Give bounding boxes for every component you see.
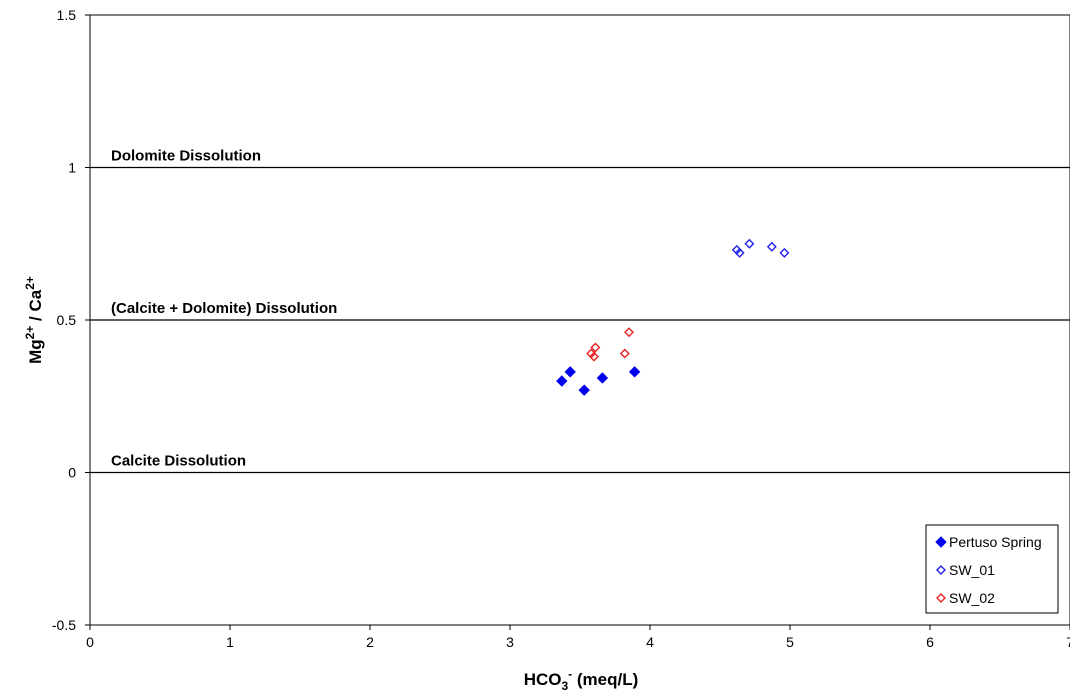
legend-marker <box>936 593 946 603</box>
x-tick-label: 7 <box>1066 634 1070 650</box>
data-point <box>589 351 599 362</box>
data-point <box>744 238 755 249</box>
y-axis-ticks: -0.5 0 0.5 1 1.5 <box>52 7 90 633</box>
data-point <box>766 241 777 252</box>
reference-line-label: Dolomite Dissolution <box>111 148 261 165</box>
y-tick-label: 0 <box>68 465 76 481</box>
legend-label: Pertuso Spring <box>949 534 1042 550</box>
data-point <box>578 384 590 396</box>
x-axis-title: HCO3- (meq/L) <box>524 667 639 692</box>
data-point <box>779 247 790 258</box>
data-point <box>734 247 745 258</box>
y-tick-label: 0.5 <box>57 312 77 328</box>
x-tick-label: 6 <box>926 634 934 650</box>
x-tick-label: 4 <box>646 634 654 650</box>
legend-label: SW_01 <box>949 562 995 578</box>
data-points <box>556 238 790 396</box>
reference-line-label: (Calcite + Dolomite) Dissolution <box>111 300 337 317</box>
legend-marker <box>936 565 946 575</box>
legend: Pertuso Spring SW_01 SW_02 <box>925 524 1059 614</box>
y-axis-title: Mg2+ / Ca2+ <box>23 276 45 364</box>
x-tick-label: 5 <box>786 634 794 650</box>
reference-line-label: Calcite Dissolution <box>111 453 246 470</box>
reference-lines: Dolomite Dissolution (Calcite + Dolomite)… <box>90 148 1070 474</box>
y-tick-label: 1 <box>68 160 76 176</box>
y-tick-label: -0.5 <box>52 617 76 633</box>
y-tick-label: 1.5 <box>57 7 77 23</box>
x-tick-label: 2 <box>366 634 374 650</box>
data-point <box>628 366 641 378</box>
x-axis-ticks: 0 1 2 3 4 5 6 7 <box>86 625 1070 650</box>
x-tick-label: 1 <box>226 634 234 650</box>
data-point <box>564 366 576 378</box>
x-tick-label: 0 <box>86 634 94 650</box>
data-point <box>590 342 601 353</box>
legend-box <box>925 524 1059 614</box>
legend-label: SW_02 <box>949 590 995 606</box>
legend-marker <box>935 536 947 548</box>
data-point <box>556 375 568 387</box>
x-tick-label: 3 <box>506 634 514 650</box>
data-point <box>619 348 630 359</box>
data-point <box>596 372 609 384</box>
data-point <box>624 327 634 338</box>
